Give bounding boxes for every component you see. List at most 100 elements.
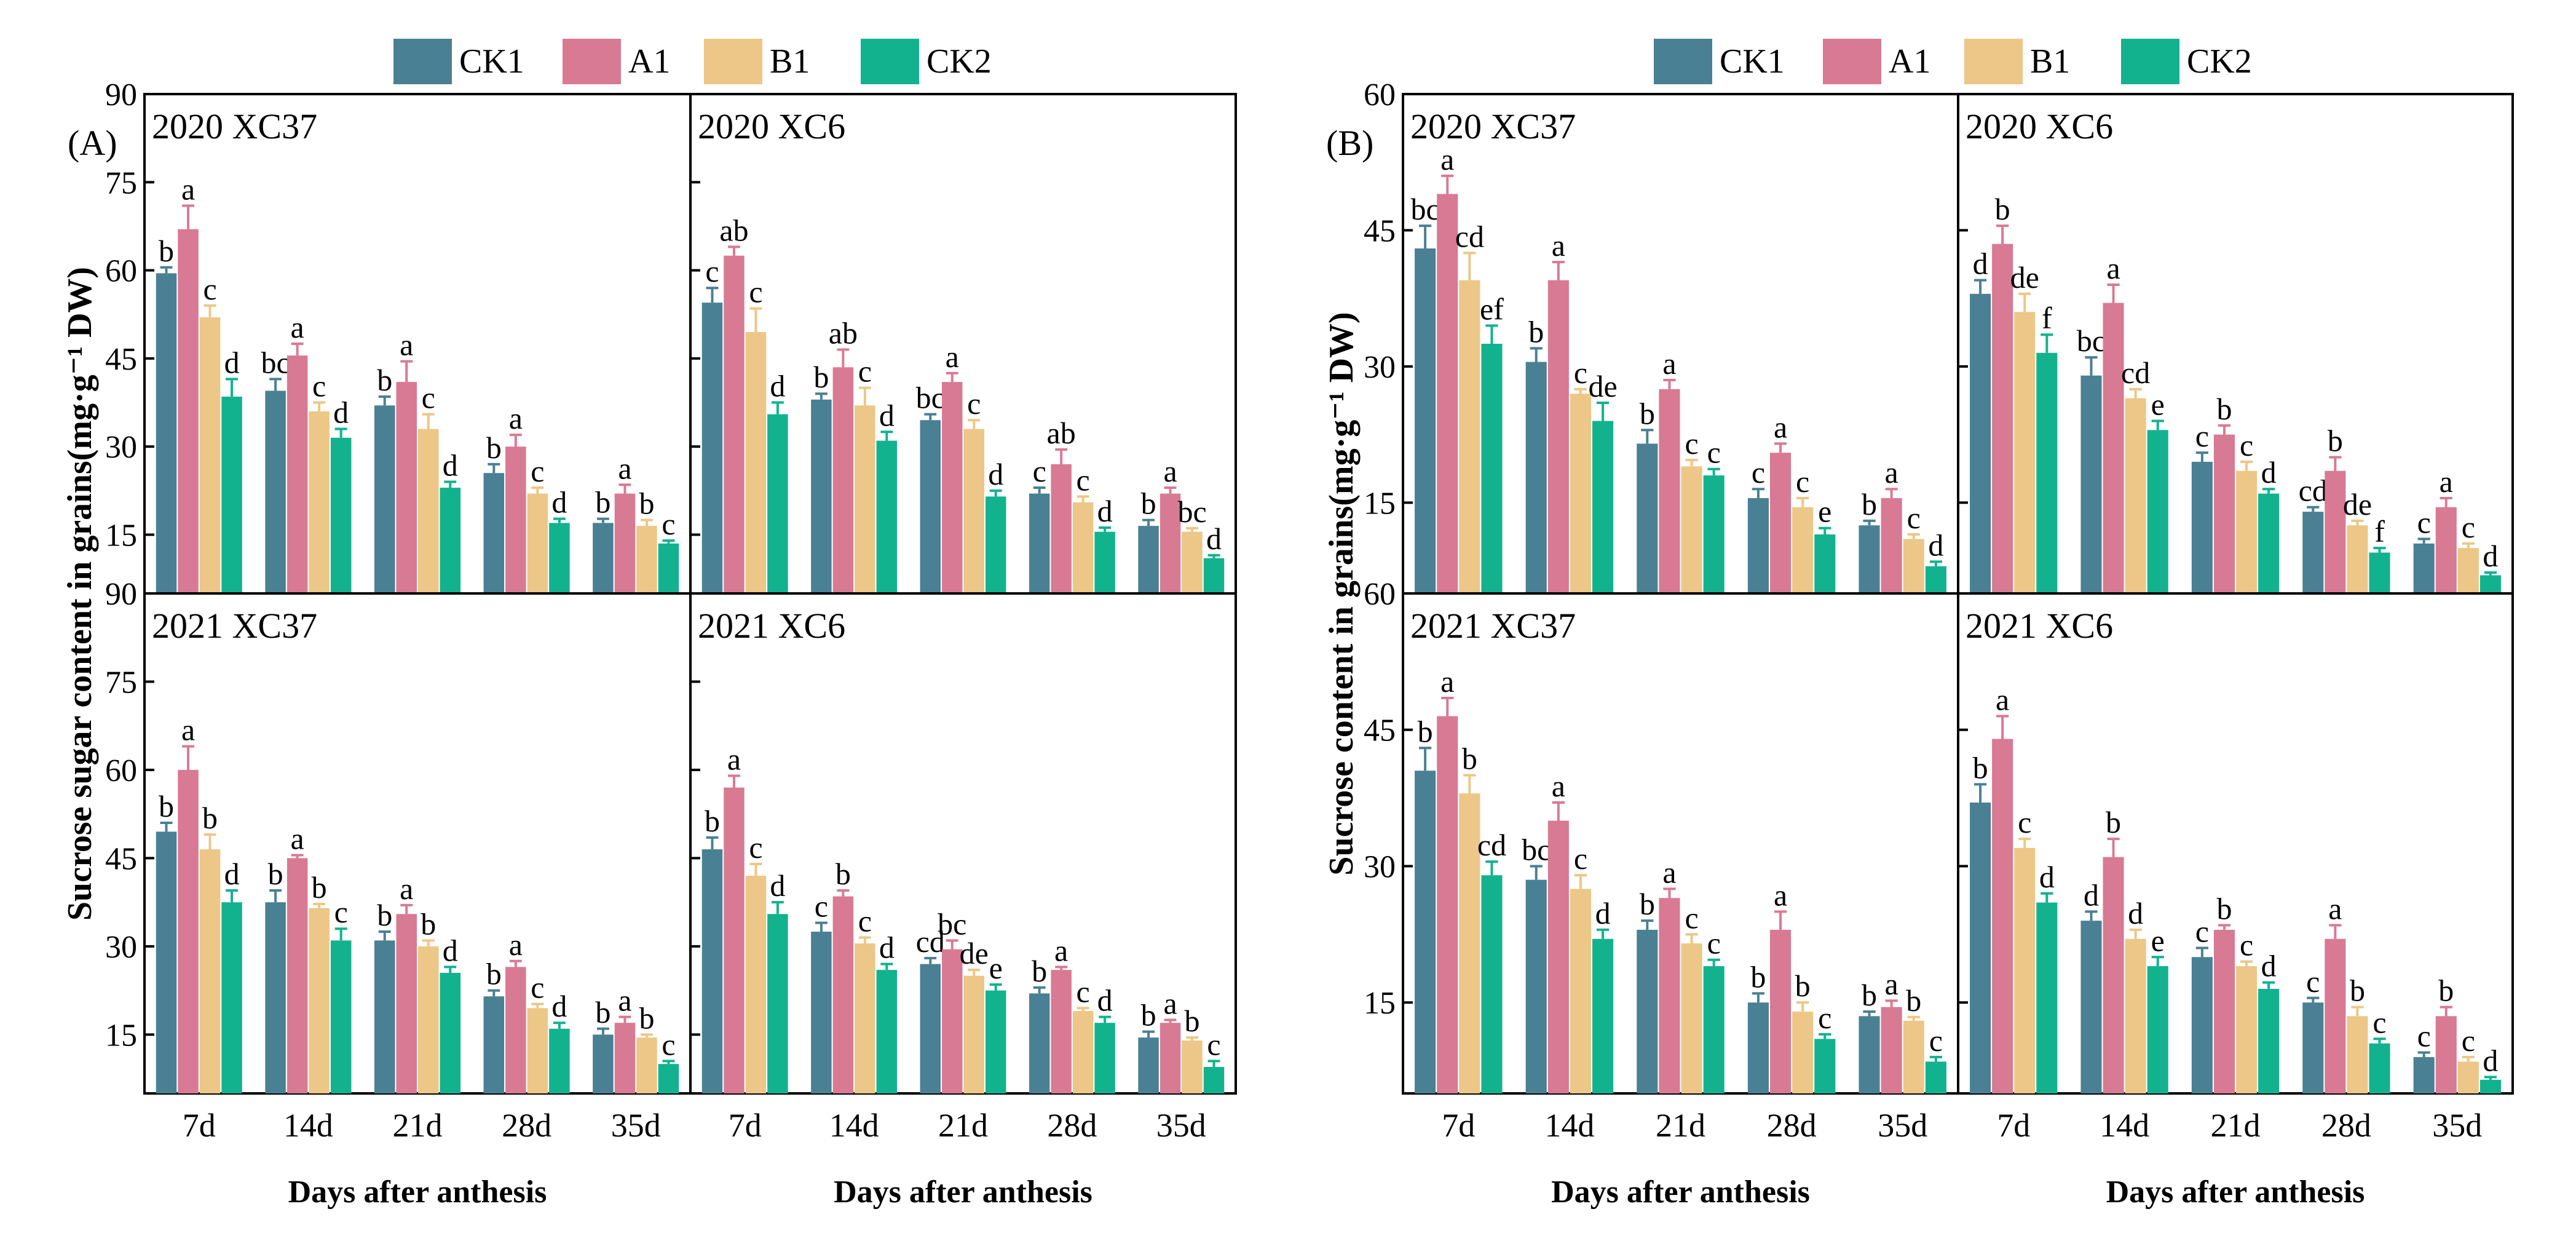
bar-b-p2-b1-14d [2125,398,2146,593]
sig-letter-a-p3-b1-21d: b [421,906,436,941]
y-axis-label-b: Sucrose content in grains(mg·g⁻¹ DW) [1322,312,1361,875]
bar-a-p3-ck2-28d [549,1028,570,1093]
sig-letter-b-p3-ck2-14d: d [1595,896,1611,930]
sig-letter-a-p2-ck2-21d: d [988,457,1003,491]
bar-a-p2-a1-35d [1160,493,1181,593]
sig-letter-b-p4-b1-7d: c [2018,805,2031,839]
legend-label-ck1: CK1 [459,42,524,81]
sig-letter-a-p4-a1-35d: a [1163,986,1177,1020]
x-tick-label-a-p3: 28d [502,1107,551,1144]
sig-letter-b-p2-b1-21d: c [2240,428,2253,462]
bar-a-p1-a1-7d [178,229,199,593]
sig-letter-b-p1-ck1-14d: b [1528,314,1544,349]
y-tick-label-a-p3: 60 [105,753,137,788]
x-tick-label-a-p4: 35d [1156,1107,1206,1144]
bar-b-p4-ck1-35d [2413,1057,2435,1093]
sig-letter-b-p1-ck1-7d: bc [1411,192,1440,226]
y-tick-label-b-p3: 60 [1364,577,1396,612]
sig-letter-a-p4-a1-21d: bc [938,906,966,941]
sig-letter-a-p4-b1-21d: de [960,936,989,970]
panel-label-b: (B) [1326,123,1373,163]
bar-a-p2-ck1-7d [701,303,723,593]
sig-letter-a-p1-ck2-28d: d [551,485,567,520]
y-tick-label-a-p1: 45 [105,342,137,377]
bar-b-p3-ck2-21d [1703,966,1725,1093]
bar-b-p3-a1-14d [1547,820,1569,1093]
bar-b-p4-a1-14d [2103,857,2124,1093]
bar-a-p3-ck2-14d [330,940,352,1093]
bar-a-p4-ck2-21d [985,990,1006,1093]
bar-b-p2-ck2-28d [2369,552,2390,593]
bar-a-p2-ck1-28d [1029,493,1050,593]
sig-letter-b-p1-ck2-14d: de [1588,369,1617,403]
bar-b-p2-a1-21d [2213,434,2235,593]
sig-letter-b-p3-a1-21d: a [1662,855,1676,889]
legend-swatch-b1 [1964,39,2023,84]
y-axis-label-a: Sucrose sugar content in grains(mg·g⁻¹ D… [61,267,99,921]
bar-a-p4-b1-21d [963,975,984,1093]
legend-label-b1: B1 [2030,42,2070,81]
y-tick-label-a-p1: 30 [105,430,137,465]
legend-swatch-a1 [563,39,621,84]
bar-a-p3-ck1-7d [156,831,177,1093]
bar-b-p3-b1-21d [1681,943,1702,1093]
sig-letter-b-p1-ck1-21d: b [1640,396,1655,430]
sig-letter-a-p2-a1-35d: a [1163,454,1177,488]
sig-letter-a-p3-b1-14d: b [312,870,327,905]
bar-b-p1-ck1-14d [1525,362,1547,593]
y-tick-label-a-p1: 15 [105,518,137,553]
sig-letter-a-p3-b1-28d: c [531,970,544,1005]
bar-b-p4-b1-7d [2014,847,2036,1093]
sig-letter-a-p4-b1-7d: c [749,830,762,865]
sig-letter-a-p1-a1-14d: a [291,310,304,344]
sig-letter-b-p2-a1-14d: a [2106,251,2120,285]
bar-b-p4-b1-35d [2457,1061,2479,1093]
legend-swatch-ck2 [2121,39,2179,84]
x-tick-label-b-p3: 28d [1767,1107,1817,1144]
sig-letter-a-p4-b1-28d: c [1077,974,1090,1009]
bar-b-p2-ck1-14d [2080,375,2102,593]
sig-letter-a-p2-ck1-21d: bc [916,381,945,415]
bar-a-p1-ck2-28d [549,523,570,593]
bar-a-p2-a1-14d [832,367,854,593]
bar-a-p4-a1-21d [942,949,963,1093]
y-tick-label-b-p3: 45 [1364,713,1396,748]
bar-a-p2-ck2-21d [985,496,1006,593]
sig-letter-a-p2-ck1-7d: c [705,254,719,288]
y-tick-label-a-p3: 30 [105,930,137,965]
bar-b-p2-a1-14d [2103,303,2124,593]
sig-letter-a-p2-ck2-7d: d [770,369,785,403]
sig-letter-b-p1-ck2-28d: e [1818,494,1831,529]
sig-letter-b-p3-ck1-7d: b [1418,714,1433,748]
bar-b-p3-ck2-28d [1814,1039,1836,1093]
bar-a-p3-ck1-28d [483,996,505,1093]
sig-letter-b-p4-b1-28d: b [2350,973,2365,1008]
bar-a-p3-a1-7d [178,769,199,1093]
bar-a-p1-b1-7d [199,317,221,593]
bar-b-p4-a1-7d [1992,739,2013,1093]
sig-letter-a-p4-ck2-28d: d [1097,983,1113,1018]
x-tick-label-b-p4: 21d [2211,1107,2261,1144]
sig-letter-b-p4-b1-35d: c [2462,1023,2475,1058]
bar-b-p3-b1-35d [1903,1020,1924,1093]
sig-letter-a-p1-ck1-28d: b [486,430,502,465]
bar-b-p3-a1-35d [1881,1007,1902,1093]
sig-letter-b-p4-a1-28d: a [2328,892,2342,926]
sig-letter-b-p3-ck2-35d: c [1929,1023,1943,1058]
sig-letter-a-p1-b1-14d: c [312,369,326,403]
x-tick-label-a-p3: 14d [283,1107,333,1144]
bar-b-p1-a1-14d [1547,280,1569,593]
sig-letter-a-p1-a1-21d: a [400,328,413,362]
sig-letter-a-p3-ck2-28d: d [551,989,567,1023]
sig-letter-b-p4-ck1-21d: c [2195,914,2209,948]
bar-a-p1-a1-21d [396,382,417,593]
bar-b-p1-ck1-28d [1747,498,1769,593]
sig-letter-a-p1-b1-35d: b [639,486,654,521]
bar-b-p1-ck1-7d [1415,248,1436,593]
bar-b-p2-b1-28d [2347,525,2368,593]
panel-title-a-p3: 2021 XC37 [152,606,317,646]
panel-label-a: (A) [68,123,117,163]
sig-letter-a-p4-ck2-7d: d [770,868,785,903]
